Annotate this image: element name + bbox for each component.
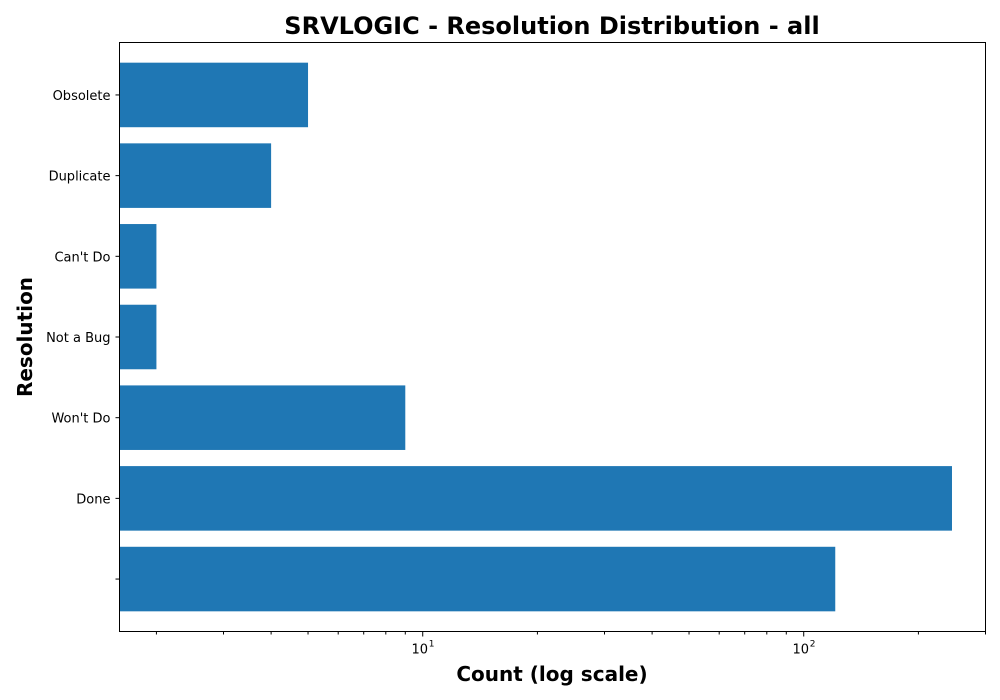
- chart-title: SRVLOGIC - Resolution Distribution - all: [284, 12, 819, 40]
- y-tick-label: Won't Do: [51, 412, 110, 427]
- y-tick-label: Done: [76, 492, 110, 507]
- bar-unlabeled: [119, 546, 836, 612]
- y-axis-ticks: Done Won't Do Not a Bug Can't Do Duplicate Ob…: [46, 89, 120, 580]
- x-tick-label: 10: [411, 643, 428, 658]
- x-axis-ticks: 10 1 10 2: [155, 631, 986, 658]
- bar-won-t-do: [119, 385, 406, 450]
- plot-frame: [119, 42, 986, 632]
- y-tick-label: Duplicate: [49, 170, 111, 185]
- bars-group: [119, 62, 952, 612]
- y-tick-label: Not a Bug: [46, 331, 110, 346]
- y-tick-label: Can't Do: [54, 250, 110, 265]
- bar-done: [119, 466, 952, 531]
- bar-obsolete: [119, 62, 309, 128]
- x-tick-label: 10: [792, 643, 809, 658]
- y-axis-label: Resolution: [13, 277, 37, 397]
- y-tick-label: Obsolete: [53, 89, 111, 104]
- bar-can-t-do: [119, 224, 157, 289]
- bar-duplicate: [119, 143, 272, 208]
- x-tick-exponent: 1: [429, 640, 435, 650]
- x-axis-label: Count (log scale): [456, 662, 647, 686]
- x-tick-exponent: 2: [810, 640, 816, 650]
- bar-not-a-bug: [119, 304, 157, 370]
